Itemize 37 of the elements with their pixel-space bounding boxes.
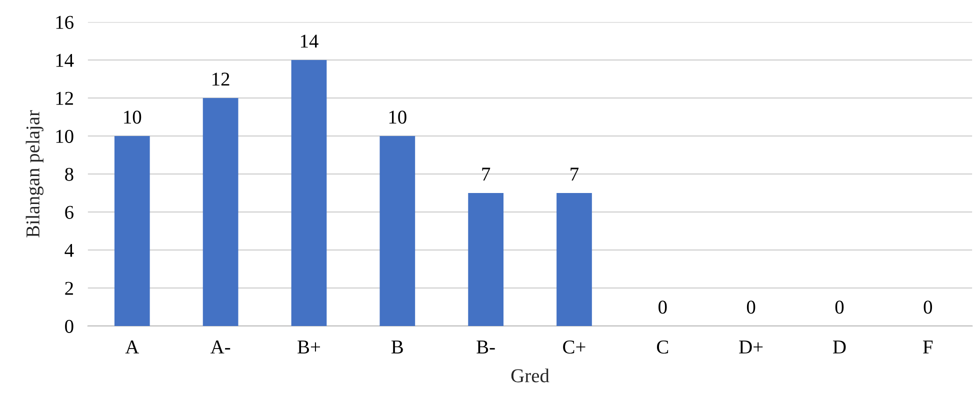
y-tick-label: 4 [64, 244, 74, 257]
x-tick-label: B [391, 340, 403, 354]
data-label: 7 [482, 168, 490, 181]
x-tick-label: B- [476, 340, 495, 354]
x-axis-title: Gred [511, 368, 550, 382]
data-label: 0 [835, 300, 844, 314]
data-label: 0 [746, 300, 756, 314]
data-label: 12 [212, 72, 230, 86]
y-tick-label: 2 [65, 282, 73, 295]
bar [556, 193, 592, 326]
y-tick-label: 14 [56, 54, 74, 67]
x-tick-label: B+ [298, 340, 320, 354]
y-tick-label: 12 [56, 92, 73, 105]
x-tick-label: D+ [739, 340, 763, 354]
data-label: 14 [300, 34, 318, 48]
y-tick-label: 8 [65, 168, 74, 181]
bar [202, 98, 238, 326]
data-label: 0 [924, 300, 932, 314]
bar [291, 60, 327, 326]
x-tick-label: A- [210, 340, 230, 354]
x-tick-label: C+ [563, 340, 586, 354]
data-label: 0 [658, 300, 667, 314]
bar [468, 193, 504, 326]
y-tick-label: 0 [65, 320, 74, 333]
x-tick-label: F [923, 340, 933, 354]
data-label: 7 [570, 168, 579, 181]
x-tick-label: A [125, 340, 140, 354]
x-tick-label: C [656, 340, 668, 354]
bar [114, 136, 150, 326]
y-tick-label: 6 [65, 206, 74, 219]
y-tick-label: 10 [56, 130, 74, 143]
x-tick-label: D [833, 340, 846, 354]
data-label: 10 [124, 110, 142, 124]
y-tick-label: 16 [56, 16, 74, 29]
y-axis-title: Bilangan pelajar [26, 110, 44, 238]
bar [380, 136, 416, 326]
data-label: 10 [389, 110, 406, 124]
